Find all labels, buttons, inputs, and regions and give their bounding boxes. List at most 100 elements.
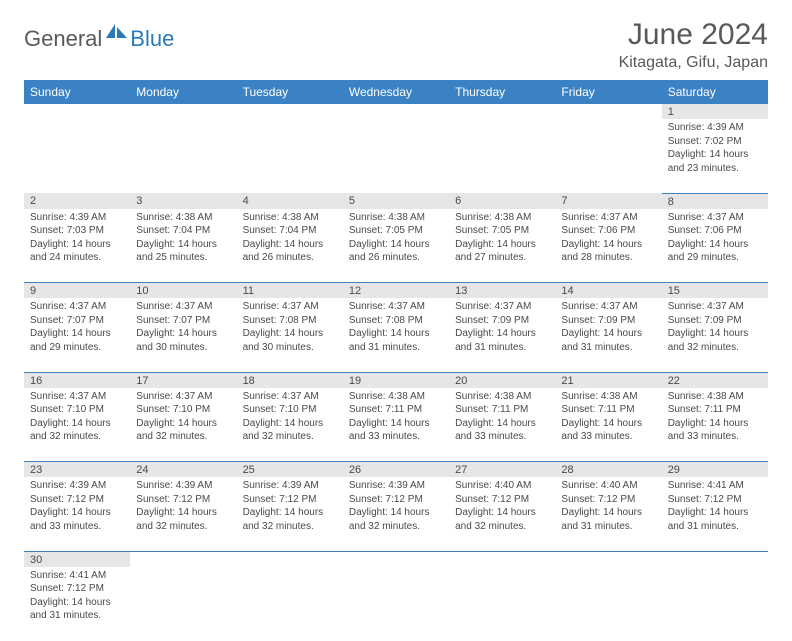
location-text: Kitagata, Gifu, Japan [619,54,768,72]
brand-logo: General Blue [24,24,174,53]
day-cell: Sunrise: 4:37 AMSunset: 7:06 PMDaylight:… [555,209,661,283]
day-cell-text [449,567,555,573]
day-cell-text: Sunrise: 4:39 AMSunset: 7:02 PMDaylight:… [662,119,768,179]
weekday-header: Saturday [662,80,768,104]
day-body-row: Sunrise: 4:39 AMSunset: 7:12 PMDaylight:… [24,477,768,551]
day-cell: Sunrise: 4:37 AMSunset: 7:10 PMDaylight:… [130,388,236,462]
day-cell-text: Sunrise: 4:39 AMSunset: 7:03 PMDaylight:… [24,209,130,269]
day-number-cell [130,551,236,567]
day-number-cell: 12 [343,283,449,299]
day-cell: Sunrise: 4:37 AMSunset: 7:06 PMDaylight:… [662,209,768,283]
day-number-cell: 23 [24,462,130,478]
day-cell: Sunrise: 4:37 AMSunset: 7:07 PMDaylight:… [130,298,236,372]
day-number-cell: 11 [237,283,343,299]
weekday-header: Thursday [449,80,555,104]
day-cell-text: Sunrise: 4:37 AMSunset: 7:08 PMDaylight:… [237,298,343,358]
day-cell-text: Sunrise: 4:38 AMSunset: 7:11 PMDaylight:… [555,388,661,448]
day-number-cell: 13 [449,283,555,299]
day-number-cell: 25 [237,462,343,478]
day-number-cell: 5 [343,193,449,209]
day-cell-text: Sunrise: 4:37 AMSunset: 7:10 PMDaylight:… [130,388,236,448]
weekday-header: Monday [130,80,236,104]
day-cell-text: Sunrise: 4:38 AMSunset: 7:04 PMDaylight:… [130,209,236,269]
page-header: General Blue June 2024 Kitagata, Gifu, J… [24,18,768,72]
day-number-cell [343,104,449,119]
day-number-cell: 17 [130,372,236,388]
day-number-cell: 9 [24,283,130,299]
day-cell [449,119,555,193]
day-number-cell: 4 [237,193,343,209]
day-number-cell: 22 [662,372,768,388]
day-cell-text: Sunrise: 4:39 AMSunset: 7:12 PMDaylight:… [24,477,130,537]
day-cell: Sunrise: 4:38 AMSunset: 7:11 PMDaylight:… [662,388,768,462]
day-number-cell: 21 [555,372,661,388]
day-cell-text: Sunrise: 4:37 AMSunset: 7:10 PMDaylight:… [237,388,343,448]
day-cell-text [130,119,236,125]
day-number-cell [237,551,343,567]
day-cell-text: Sunrise: 4:39 AMSunset: 7:12 PMDaylight:… [130,477,236,537]
day-number-cell [449,104,555,119]
day-cell: Sunrise: 4:39 AMSunset: 7:12 PMDaylight:… [24,477,130,551]
day-number-cell [662,551,768,567]
day-cell-text: Sunrise: 4:37 AMSunset: 7:06 PMDaylight:… [555,209,661,269]
day-cell [24,119,130,193]
day-cell: Sunrise: 4:38 AMSunset: 7:04 PMDaylight:… [130,209,236,283]
day-number-row: 9101112131415 [24,283,768,299]
day-number-cell: 20 [449,372,555,388]
day-cell: Sunrise: 4:38 AMSunset: 7:04 PMDaylight:… [237,209,343,283]
day-cell: Sunrise: 4:39 AMSunset: 7:12 PMDaylight:… [237,477,343,551]
day-cell [130,119,236,193]
day-cell-text [662,567,768,573]
weekday-header: Wednesday [343,80,449,104]
day-cell-text [24,119,130,125]
day-number-cell: 1 [662,104,768,119]
day-number-cell: 28 [555,462,661,478]
day-number-row: 2345678 [24,193,768,209]
day-cell: Sunrise: 4:38 AMSunset: 7:05 PMDaylight:… [449,209,555,283]
day-number-cell: 6 [449,193,555,209]
day-cell: Sunrise: 4:41 AMSunset: 7:12 PMDaylight:… [662,477,768,551]
day-cell-text [449,119,555,125]
day-cell: Sunrise: 4:37 AMSunset: 7:10 PMDaylight:… [24,388,130,462]
day-cell [555,567,661,641]
day-number-row: 1 [24,104,768,119]
day-cell-text: Sunrise: 4:38 AMSunset: 7:11 PMDaylight:… [449,388,555,448]
day-cell-text: Sunrise: 4:38 AMSunset: 7:04 PMDaylight:… [237,209,343,269]
day-cell-text: Sunrise: 4:37 AMSunset: 7:06 PMDaylight:… [662,209,768,269]
day-number-cell [555,551,661,567]
day-cell-text: Sunrise: 4:38 AMSunset: 7:11 PMDaylight:… [343,388,449,448]
day-number-cell: 29 [662,462,768,478]
day-cell-text [237,119,343,125]
day-cell: Sunrise: 4:37 AMSunset: 7:09 PMDaylight:… [449,298,555,372]
day-cell-text [343,567,449,573]
day-number-cell [24,104,130,119]
day-cell-text: Sunrise: 4:40 AMSunset: 7:12 PMDaylight:… [449,477,555,537]
day-number-cell: 3 [130,193,236,209]
day-cell-text: Sunrise: 4:37 AMSunset: 7:10 PMDaylight:… [24,388,130,448]
day-cell-text: Sunrise: 4:41 AMSunset: 7:12 PMDaylight:… [24,567,130,627]
day-cell-text [130,567,236,573]
weekday-header: Tuesday [237,80,343,104]
day-cell: Sunrise: 4:37 AMSunset: 7:08 PMDaylight:… [237,298,343,372]
day-cell: Sunrise: 4:38 AMSunset: 7:05 PMDaylight:… [343,209,449,283]
day-cell [343,119,449,193]
day-number-cell [449,551,555,567]
day-cell [555,119,661,193]
day-cell-text: Sunrise: 4:38 AMSunset: 7:05 PMDaylight:… [343,209,449,269]
day-cell-text: Sunrise: 4:39 AMSunset: 7:12 PMDaylight:… [343,477,449,537]
day-number-cell [237,104,343,119]
day-cell-text: Sunrise: 4:37 AMSunset: 7:09 PMDaylight:… [555,298,661,358]
weekday-header-row: Sunday Monday Tuesday Wednesday Thursday… [24,80,768,104]
day-body-row: Sunrise: 4:37 AMSunset: 7:07 PMDaylight:… [24,298,768,372]
day-number-cell: 24 [130,462,236,478]
day-number-row: 16171819202122 [24,372,768,388]
day-cell-text: Sunrise: 4:41 AMSunset: 7:12 PMDaylight:… [662,477,768,537]
day-cell-text [555,119,661,125]
day-body-row: Sunrise: 4:39 AMSunset: 7:03 PMDaylight:… [24,209,768,283]
day-number-cell: 27 [449,462,555,478]
weekday-header: Friday [555,80,661,104]
day-cell [237,119,343,193]
day-number-cell: 19 [343,372,449,388]
day-cell-text: Sunrise: 4:37 AMSunset: 7:09 PMDaylight:… [662,298,768,358]
day-cell-text: Sunrise: 4:37 AMSunset: 7:09 PMDaylight:… [449,298,555,358]
